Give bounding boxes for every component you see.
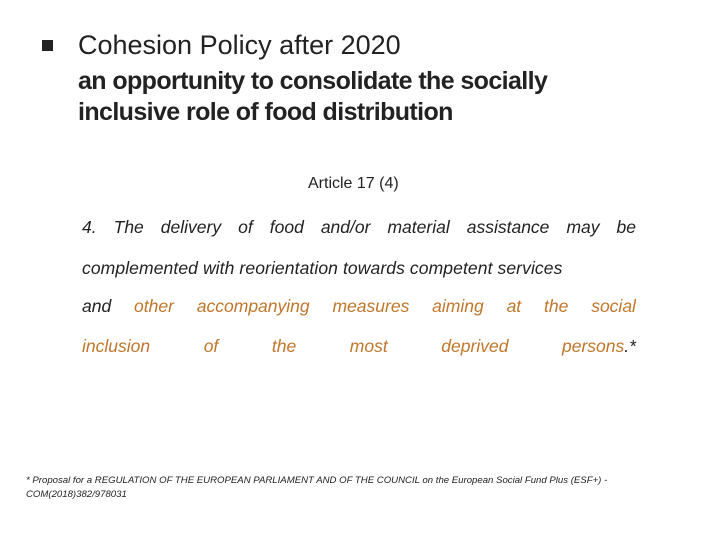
footnote: * Proposal for a REGULATION OF THE EUROP… [26,475,608,500]
article-highlight-word: most [349,336,388,356]
article-highlight-word: deprived [441,336,509,356]
article-highlight-word: other [134,296,174,316]
article-text: complemented with reorientation towards … [82,258,563,278]
article-highlight-word: at [506,296,522,316]
article-highlight-word: the [544,296,569,316]
article-line-2: complemented with reorientation towards … [82,258,636,279]
article-word: delivery [160,217,222,237]
article-word: of [238,217,253,237]
article-line-4: inclusion of the most deprived persons.* [82,336,636,357]
article-word: assistance [466,217,550,237]
article-word: material [387,217,450,237]
article-word: be [616,217,636,237]
article-word: and/or [320,217,371,237]
slide-subtitle: an opportunity to consolidate the social… [78,67,548,126]
article-highlight-word: aiming [432,296,484,316]
article-reference: Article 17 (4) [308,175,399,192]
article-line-3: and other accompanying measures aiming a… [82,296,636,317]
article-highlight-word: of [203,336,219,356]
article-highlight-word: social [591,296,636,316]
article-line-1: 4. The delivery of food and/or material … [82,217,636,238]
article-highlight-word: inclusion [82,336,151,356]
article-word: and [82,296,112,316]
footnote-marker: .* [624,336,636,356]
article-highlight-word: the [271,336,297,356]
slide-title: Cohesion Policy after 2020 [78,30,401,60]
article-highlight-word: accompanying [196,296,310,316]
article-highlight-word: measures [332,296,410,316]
article-word: 4. [82,217,97,237]
article-word: may [566,217,600,237]
article-word: food [269,217,304,237]
bullet-icon [42,40,53,51]
article-final-word: persons.* [562,336,636,357]
article-word: The [113,217,144,237]
persons-word: persons [562,336,625,356]
